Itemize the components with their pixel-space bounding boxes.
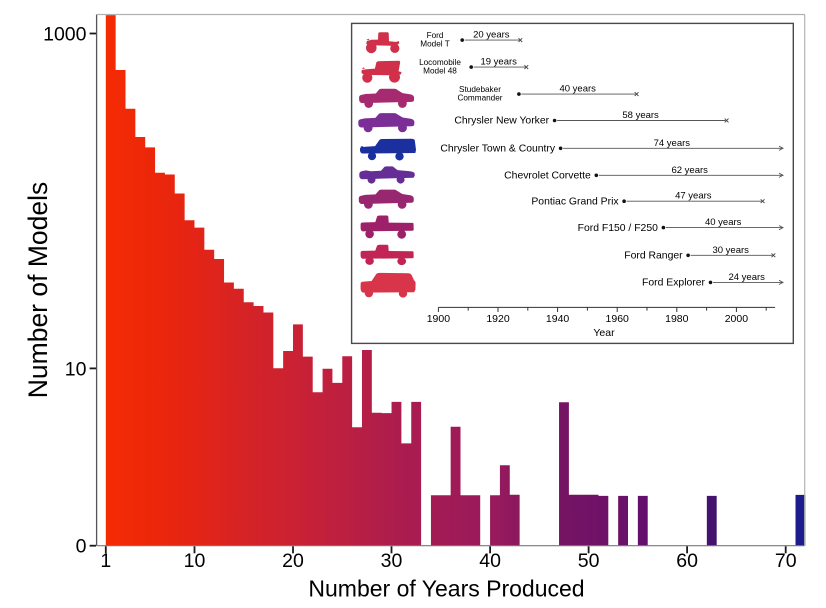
svg-text:Number of Years Produced: Number of Years Produced [308, 576, 584, 602]
svg-text:74 years: 74 years [654, 138, 691, 149]
svg-text:20 years: 20 years [473, 30, 510, 41]
svg-text:24 years: 24 years [728, 272, 765, 283]
svg-text:30: 30 [381, 550, 403, 572]
svg-text:10: 10 [184, 550, 206, 572]
svg-text:0: 0 [76, 536, 87, 558]
svg-text:Locomobile: Locomobile [419, 58, 461, 67]
svg-text:Number of Models: Number of Models [23, 182, 53, 399]
svg-text:Ford F150 / F250: Ford F150 / F250 [578, 223, 659, 234]
svg-text:30 years: 30 years [712, 245, 749, 256]
svg-text:62 years: 62 years [671, 165, 708, 176]
svg-text:Ford Explorer: Ford Explorer [642, 278, 705, 289]
svg-text:1920: 1920 [486, 313, 510, 325]
svg-text:40 years: 40 years [705, 217, 742, 228]
svg-text:Chevrolet Corvette: Chevrolet Corvette [504, 171, 591, 182]
svg-text:Studebaker: Studebaker [459, 85, 501, 94]
svg-text:Pontiac Grand Prix: Pontiac Grand Prix [531, 196, 619, 207]
svg-text:70: 70 [775, 550, 797, 572]
svg-text:1: 1 [100, 550, 111, 572]
svg-text:Chrysler New Yorker: Chrysler New Yorker [454, 116, 549, 127]
svg-text:1000: 1000 [43, 24, 87, 46]
svg-text:58 years: 58 years [622, 110, 659, 121]
svg-text:Commander: Commander [457, 93, 502, 102]
svg-text:10: 10 [65, 358, 87, 380]
svg-text:50: 50 [578, 550, 600, 572]
svg-text:60: 60 [676, 550, 698, 572]
svg-text:Chrysler Town & Country: Chrysler Town & Country [440, 144, 556, 155]
svg-text:40: 40 [479, 550, 501, 572]
svg-text:1960: 1960 [606, 313, 630, 325]
svg-text:Ford Ranger: Ford Ranger [624, 251, 683, 262]
svg-text:40 years: 40 years [559, 84, 596, 95]
svg-text:47 years: 47 years [675, 191, 712, 202]
svg-text:1900: 1900 [427, 313, 451, 325]
svg-text:Ford: Ford [427, 31, 444, 40]
svg-text:Year: Year [593, 327, 615, 339]
svg-text:19 years: 19 years [480, 57, 517, 68]
svg-text:1940: 1940 [546, 313, 570, 325]
svg-text:2000: 2000 [725, 313, 749, 325]
svg-text:20: 20 [282, 550, 304, 572]
svg-text:Model 48: Model 48 [423, 66, 457, 75]
svg-text:1980: 1980 [665, 313, 689, 325]
svg-text:Model T: Model T [420, 39, 449, 48]
